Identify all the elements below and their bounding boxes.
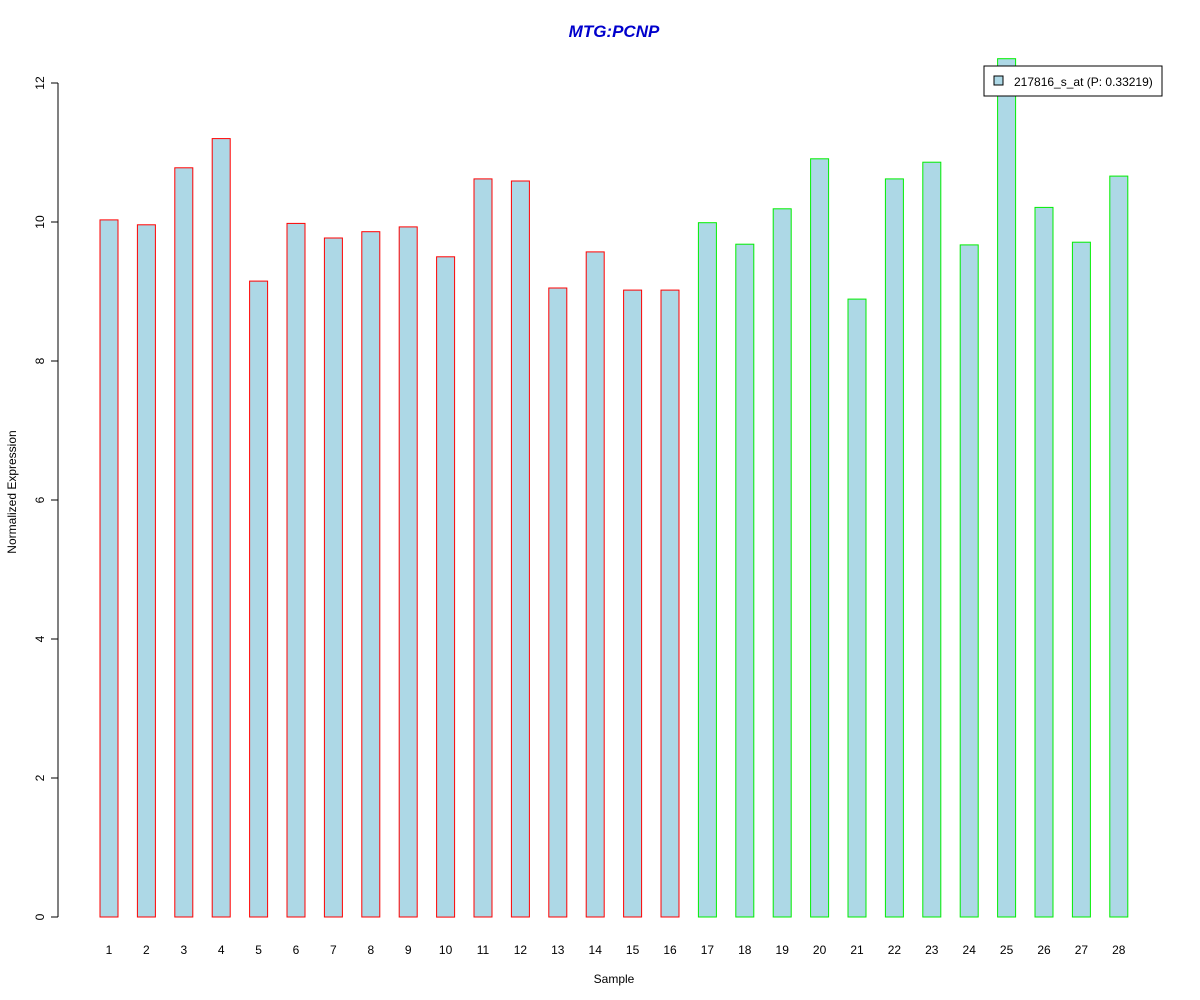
y-tick-label: 0 — [33, 913, 47, 920]
bar-sample-21 — [847, 298, 867, 918]
bar-sample-11 — [473, 178, 493, 918]
bar-sample-17 — [697, 222, 717, 918]
legend: 217816_s_at (P: 0.33219) — [983, 65, 1163, 97]
x-tick-label: 24 — [963, 943, 977, 957]
x-tick-label: 17 — [701, 943, 715, 957]
legend-label: 217816_s_at (P: 0.33219) — [1014, 75, 1153, 89]
bar-sample-20 — [810, 158, 830, 918]
legend-swatch — [993, 75, 1004, 86]
x-tick-label: 20 — [813, 943, 827, 957]
bar-sample-9 — [398, 226, 418, 918]
bar-sample-8 — [361, 231, 381, 918]
x-tick-label: 21 — [850, 943, 864, 957]
x-tick-label: 2 — [143, 943, 150, 957]
bars — [99, 58, 1129, 918]
x-tick-label: 6 — [293, 943, 300, 957]
bar-sample-16 — [660, 289, 680, 918]
bar-sample-1 — [99, 219, 119, 918]
x-tick-labels: 1 2 3 4 5 6 7 8 9 10 11 12 13 14 15 16 17 18 19 20 21 22 23 24 2… — [106, 943, 1126, 957]
bar-sample-4 — [211, 138, 231, 918]
bar-sample-27 — [1071, 241, 1091, 918]
x-tick-label: 15 — [626, 943, 640, 957]
bar-sample-15 — [623, 289, 643, 918]
x-tick-label: 14 — [589, 943, 603, 957]
y-tick-label: 10 — [33, 215, 47, 229]
bar-sample-3 — [174, 167, 194, 918]
bar-sample-2 — [136, 224, 156, 918]
x-tick-label: 8 — [367, 943, 374, 957]
x-axis-label: Sample — [594, 972, 635, 986]
y-axis-label: Normalized Expression — [5, 430, 19, 553]
bar-sample-23 — [922, 161, 942, 918]
bar-sample-6 — [286, 222, 306, 918]
bar-sample-26 — [1034, 206, 1054, 918]
y-tick-label: 8 — [33, 357, 47, 364]
x-tick-label: 11 — [477, 943, 490, 957]
bar-sample-25 — [997, 58, 1017, 918]
bar-sample-22 — [884, 178, 904, 918]
bar-sample-10 — [436, 256, 456, 918]
x-tick-label: 3 — [180, 943, 187, 957]
bar-sample-18 — [735, 243, 755, 918]
chart-title: MTG:PCNP — [569, 22, 660, 41]
bar-sample-24 — [959, 244, 979, 918]
x-tick-label: 4 — [218, 943, 225, 957]
y-tick-label: 4 — [33, 635, 47, 642]
x-tick-label: 13 — [551, 943, 565, 957]
x-tick-label: 19 — [776, 943, 790, 957]
x-tick-label: 12 — [514, 943, 528, 957]
x-tick-label: 26 — [1037, 943, 1051, 957]
x-tick-label: 16 — [663, 943, 677, 957]
x-tick-label: 7 — [330, 943, 337, 957]
x-tick-label: 1 — [106, 943, 113, 957]
x-tick-label: 18 — [738, 943, 752, 957]
x-tick-label: 22 — [888, 943, 902, 957]
bar-sample-7 — [323, 237, 343, 918]
y-tick-label: 6 — [33, 496, 47, 503]
bar-sample-13 — [548, 287, 568, 918]
x-tick-label: 25 — [1000, 943, 1014, 957]
y-axis: 0 2 4 6 8 10 12 — [33, 76, 59, 920]
x-tick-label: 27 — [1075, 943, 1089, 957]
x-tick-label: 5 — [255, 943, 262, 957]
x-tick-label: 23 — [925, 943, 939, 957]
legend-box — [983, 65, 1163, 97]
y-tick-label: 2 — [33, 774, 47, 781]
x-tick-label: 9 — [405, 943, 412, 957]
bar-sample-28 — [1109, 175, 1129, 918]
x-tick-label: 28 — [1112, 943, 1126, 957]
bar-sample-19 — [772, 208, 792, 918]
bar-sample-5 — [249, 280, 269, 918]
y-tick-label: 12 — [33, 76, 47, 90]
bar-sample-14 — [585, 251, 605, 918]
bar-sample-12 — [510, 180, 530, 918]
x-tick-label: 10 — [439, 943, 453, 957]
